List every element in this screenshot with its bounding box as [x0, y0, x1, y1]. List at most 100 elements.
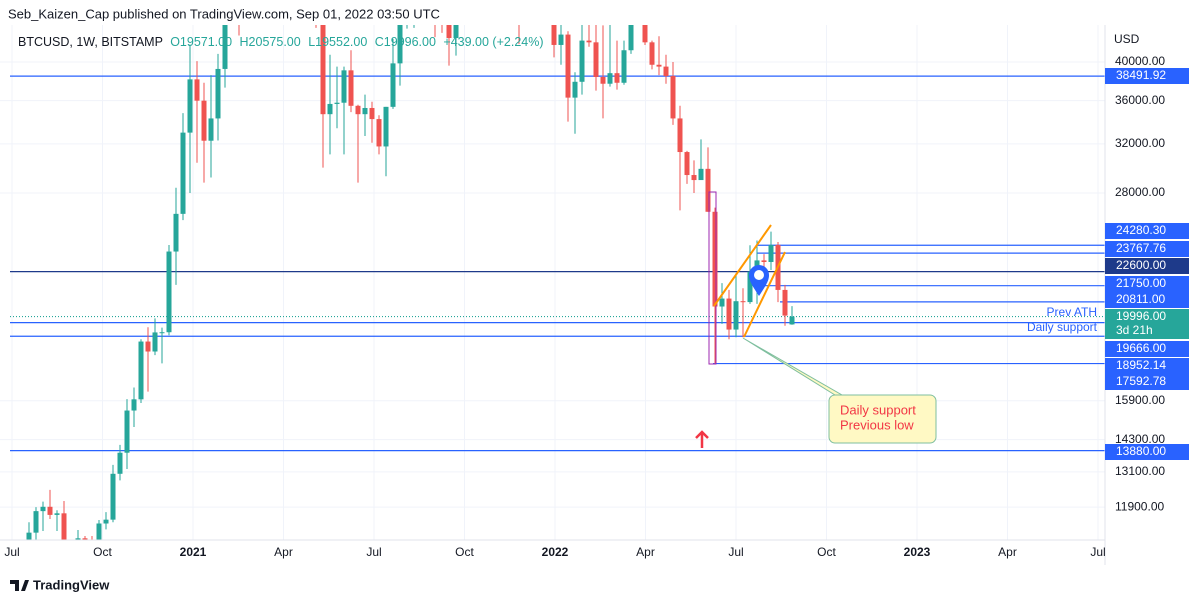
price-tag-label: 17592.78 — [1116, 374, 1166, 388]
price-tag-label: 19996.00 — [1116, 309, 1166, 323]
candle-body — [691, 175, 697, 181]
x-tick-label: Jul — [728, 545, 743, 559]
price-tag-label: 24280.30 — [1116, 223, 1166, 237]
candle-body — [747, 271, 753, 303]
candle-body — [6, 598, 11, 603]
callout-text: Previous low — [840, 417, 914, 432]
x-tick-label: 2023 — [904, 545, 931, 559]
price-tag-label: 21750.00 — [1116, 276, 1166, 290]
x-tick-label: Jul — [1090, 545, 1105, 559]
candle-body — [719, 298, 725, 307]
candle-body — [412, 0, 417, 2]
price-tag — [1105, 374, 1189, 390]
candle-body — [110, 473, 116, 520]
candle-body — [677, 118, 683, 153]
callout-text: Daily support — [840, 402, 916, 417]
price-tag-label: 23767.76 — [1116, 241, 1166, 255]
candle-body — [103, 519, 109, 524]
candle-body — [334, 102, 340, 104]
candle-body — [712, 211, 718, 307]
logo-icon — [10, 580, 29, 591]
y-tick-label: 28000.00 — [1115, 185, 1165, 199]
candle-body — [538, 0, 543, 5]
legend: BTCUSD, 1W, BITSTAMP O19571.00 H20575.00… — [18, 35, 544, 49]
candle-body — [572, 81, 578, 98]
symbol: BTCUSD, 1W, BITSTAMP — [18, 35, 163, 49]
candle-body — [551, 25, 557, 45]
countdown: 3d 21h — [1116, 323, 1153, 337]
candle-body — [194, 79, 200, 101]
candle-body — [341, 70, 347, 103]
candle-body — [355, 105, 361, 115]
x-tick-label: Apr — [636, 545, 655, 559]
candle-body — [145, 341, 151, 352]
candle-body — [726, 298, 732, 330]
candle-body — [390, 63, 396, 107]
candle-body — [327, 103, 333, 115]
candle-body — [656, 64, 662, 67]
candle-body — [698, 168, 704, 181]
candle-body — [173, 213, 179, 252]
publisher: Seb_Kaizen_Cap published on TradingView.… — [8, 6, 440, 21]
candle-body — [586, 40, 592, 43]
x-tick-label: Apr — [274, 545, 293, 559]
candle-body — [600, 76, 606, 84]
line-note: Prev ATH — [1047, 305, 1097, 319]
ohlc-change: +439.00 (+2.24%) — [443, 35, 543, 49]
candle-body — [54, 513, 60, 515]
ohlc-high: H20575.00 — [240, 35, 301, 49]
candle-body — [152, 332, 158, 352]
wedge-line — [713, 224, 772, 307]
candle-body — [733, 301, 739, 330]
price-tag — [1105, 341, 1189, 357]
callout-box — [828, 394, 937, 444]
price-levels — [10, 75, 1105, 452]
candle-body — [124, 410, 130, 453]
candle-body — [159, 332, 165, 334]
y-tick-label: 36000.00 — [1115, 93, 1165, 107]
x-tick-label: Apr — [998, 545, 1017, 559]
candle-body — [628, 25, 634, 51]
candle-body — [663, 66, 669, 77]
marker-dot — [754, 270, 764, 280]
y-tick-label: 40000.00 — [1115, 54, 1165, 68]
candle-body — [47, 506, 53, 515]
candle-body — [362, 107, 368, 115]
price-tag — [1105, 223, 1189, 239]
candle-body — [131, 399, 137, 411]
price-tag — [1105, 241, 1189, 257]
candle-body — [642, 25, 648, 43]
candle-body — [768, 244, 774, 262]
callout-pointer — [742, 337, 844, 396]
candle-body — [621, 50, 627, 83]
grid — [0, 25, 1105, 540]
candle-body — [33, 511, 39, 533]
candle-body — [180, 132, 186, 214]
marker-icon — [749, 265, 769, 296]
y-tick-label: 15900.00 — [1115, 393, 1165, 407]
candle-body — [383, 106, 389, 147]
candle-body — [614, 73, 620, 83]
candle-body — [369, 107, 375, 120]
price-tag — [1105, 292, 1189, 308]
currency: USD — [1114, 32, 1140, 46]
x-tick-label: 2022 — [542, 545, 569, 559]
candle-body — [593, 42, 599, 77]
price-tag-label: 19666.00 — [1116, 341, 1166, 355]
up-arrow — [695, 430, 709, 448]
y-tick-label: 32000.00 — [1115, 136, 1165, 150]
price-tag — [1105, 444, 1189, 460]
y-tick-label: 11900.00 — [1115, 499, 1164, 513]
candle-body — [531, 0, 536, 5]
price-tag — [1105, 358, 1189, 374]
y-tick-label: 14300.00 — [1115, 432, 1165, 446]
candle-body — [453, 25, 459, 39]
candle-body — [201, 100, 207, 141]
candle-body — [138, 341, 144, 400]
candle-body — [26, 532, 32, 540]
axes: 40000.00 36000.00 32000.00 28000.00 15900.00… — [4, 54, 1189, 559]
candle-body — [782, 289, 788, 316]
candle-body — [320, 25, 326, 115]
candle-body — [740, 301, 746, 303]
